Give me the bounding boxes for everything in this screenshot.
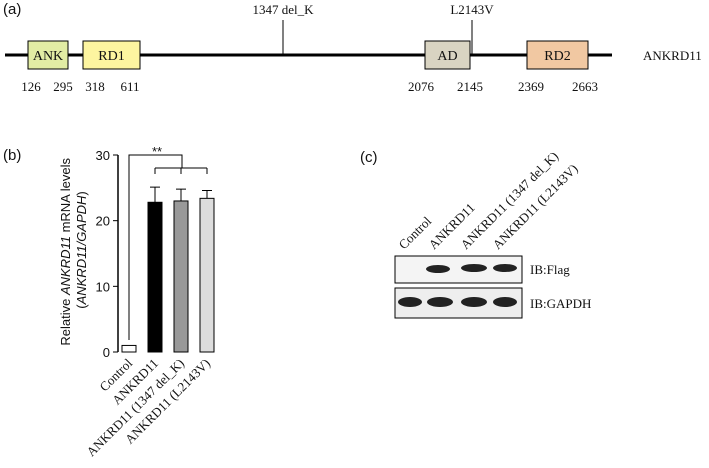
y-label-part: mRNA levels	[58, 158, 73, 237]
bar	[121, 344, 137, 353]
blot-label: IB:GAPDH	[530, 296, 591, 311]
blot-label: IB:Flag	[530, 262, 570, 277]
domain	[526, 40, 589, 70]
band	[461, 297, 487, 307]
domain-end: 611	[120, 79, 139, 94]
domain-start: 126	[21, 79, 41, 94]
bar	[173, 200, 189, 353]
error-bar	[202, 189, 212, 199]
domain-end: 295	[53, 79, 73, 94]
domain-end: 2145	[457, 79, 483, 94]
band	[398, 297, 422, 307]
domain-name: RD2	[544, 49, 570, 64]
band	[493, 264, 517, 272]
domain-start: 318	[85, 79, 105, 94]
lane-label: Control	[396, 213, 435, 252]
y-label-part: Relative	[58, 295, 73, 346]
domain-start: 2076	[408, 79, 435, 94]
y-tick-label: 20	[96, 214, 110, 229]
panel-label: (a)	[3, 1, 21, 18]
panel-label: (c)	[360, 149, 378, 166]
domain	[82, 40, 141, 70]
y-label-part: ANKRD11/GAPDH	[74, 195, 89, 305]
significance-bracket	[128, 154, 208, 340]
band	[493, 297, 517, 307]
y-label-part: (	[74, 304, 89, 309]
y-label-part: ANKRD11	[58, 236, 73, 296]
domain	[27, 40, 69, 70]
error-bar	[150, 186, 160, 203]
significance: **	[152, 144, 162, 159]
variant-label: L2143V	[450, 2, 494, 17]
domain-name: RD1	[98, 49, 124, 64]
domain-name: ANK	[33, 49, 63, 64]
y-tick-label: 10	[96, 279, 110, 294]
band	[426, 265, 450, 273]
y-axis-label: Relative ANKRD11 mRNA levels (ANKRD11/GA…	[58, 154, 89, 345]
bar	[147, 201, 163, 353]
error-bar	[176, 188, 186, 201]
domain-start: 2369	[518, 79, 544, 94]
domain	[424, 40, 471, 70]
y-tick-label: 0	[103, 345, 110, 360]
band	[461, 264, 487, 272]
panel-label: (b)	[3, 147, 21, 164]
bar	[199, 197, 215, 353]
domain-end: 2663	[572, 79, 598, 94]
variant-label: 1347 del_K	[252, 2, 314, 17]
band	[427, 297, 453, 307]
y-tick-label: 30	[96, 148, 110, 163]
y-label-part: )	[74, 191, 89, 195]
domain-name: AD	[437, 49, 457, 64]
protein-name: ANKRD11	[643, 48, 702, 63]
